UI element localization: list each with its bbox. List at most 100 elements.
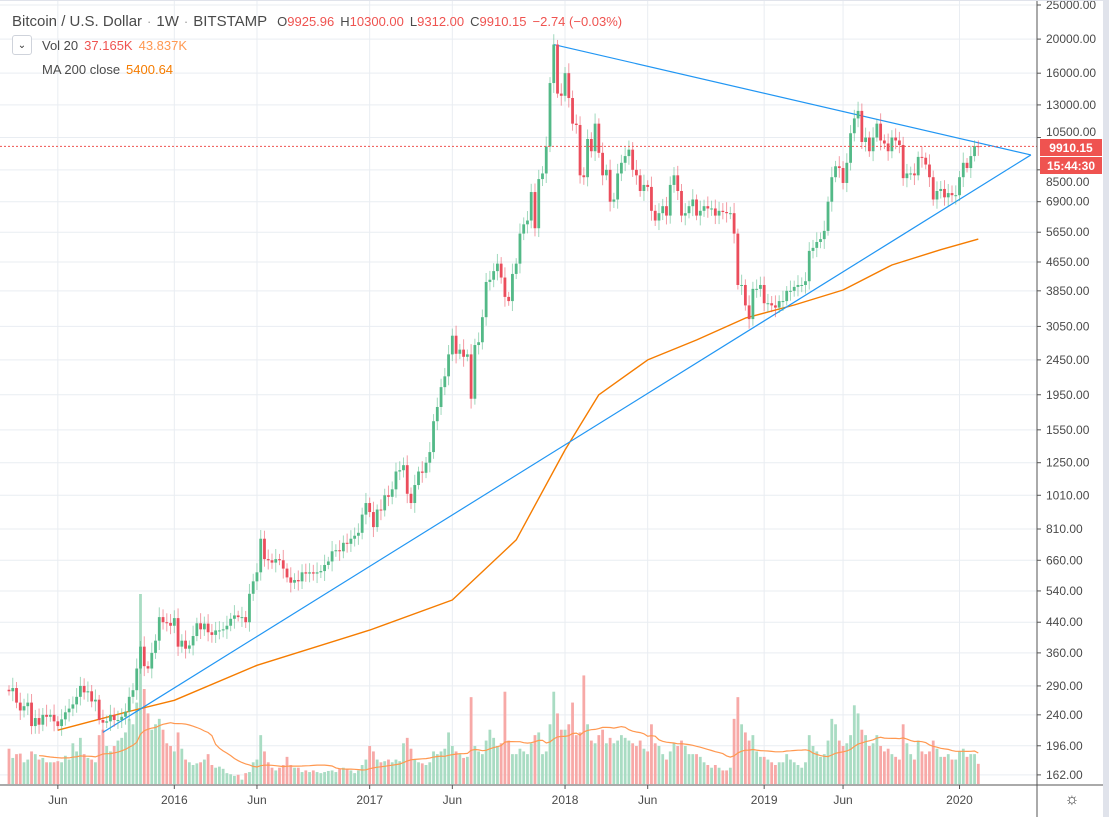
volume-bar: [450, 746, 454, 784]
volume-bar: [559, 729, 563, 784]
candle: [135, 668, 139, 691]
collapse-legend-button[interactable]: ⌄: [12, 35, 32, 55]
volume-bar: [882, 751, 886, 784]
volume-bar: [619, 735, 623, 784]
candle: [360, 514, 364, 533]
volume-bar: [837, 740, 841, 784]
volume-bar: [48, 762, 52, 784]
volume-bar: [180, 748, 184, 784]
volume-bar: [462, 757, 465, 784]
grid: [0, 0, 1037, 785]
x-tick-label: Jun: [443, 793, 462, 807]
candle: [556, 44, 559, 94]
volume-bar: [668, 751, 672, 784]
volume-bar: [270, 767, 274, 784]
candle: [687, 206, 691, 214]
volume-bar: [721, 770, 725, 784]
volume-bar: [687, 754, 691, 784]
volume-bar: [236, 774, 240, 784]
volume-bar: [935, 748, 939, 784]
volume-bar: [221, 768, 225, 784]
candle: [522, 224, 526, 234]
volume-bar: [214, 767, 218, 784]
volume-bar: [706, 765, 710, 784]
candle: [574, 123, 578, 125]
candle: [357, 532, 360, 536]
candle: [946, 193, 950, 198]
volume-bar: [432, 751, 435, 784]
volume-bar: [379, 762, 383, 784]
ma-value: 5400.64: [126, 61, 174, 77]
volume-bar: [52, 762, 56, 784]
volume-bar: [511, 754, 514, 784]
candle: [770, 303, 774, 306]
candle: [792, 286, 796, 291]
candle: [507, 296, 511, 302]
candle: [417, 471, 420, 486]
volume-bar: [319, 773, 323, 784]
volume-bar: [751, 735, 755, 784]
volume-bar: [191, 765, 195, 784]
candle: [849, 133, 852, 163]
volume-bar: [86, 757, 90, 784]
candle: [30, 702, 33, 727]
volume-bar: [259, 735, 263, 784]
trendline: [553, 43, 1032, 156]
scrollbar[interactable]: [1103, 0, 1109, 817]
candle: [894, 137, 898, 141]
open-label: O: [277, 13, 288, 29]
volume-bar: [345, 768, 349, 784]
volume-bar: [593, 743, 597, 784]
volume-bar: [698, 756, 702, 784]
volume-bar: [807, 735, 811, 784]
volume-bar: [965, 756, 969, 784]
volume-bar: [567, 724, 571, 784]
candle: [300, 572, 304, 582]
volume-bar: [710, 767, 713, 784]
volume-bar: [548, 724, 552, 784]
volume-bar: [443, 748, 447, 784]
volume-bar: [477, 751, 481, 784]
gear-icon[interactable]: ☼: [1064, 791, 1080, 808]
volume-bar: [157, 718, 161, 784]
volume-bar: [552, 691, 556, 784]
trendlines[interactable]: [102, 43, 1032, 733]
volume-bar: [766, 759, 770, 784]
candle: [604, 169, 608, 176]
candle: [420, 471, 424, 473]
candle: [913, 173, 916, 176]
candle: [345, 542, 349, 544]
y-tick-label: 20000.00: [1046, 32, 1096, 46]
candle: [131, 690, 135, 697]
candle: [394, 471, 398, 490]
candle: [97, 699, 101, 721]
candle: [612, 199, 616, 202]
volume-bar: [811, 746, 815, 784]
volume-bar: [867, 746, 871, 784]
candle: [18, 702, 22, 711]
volume-bar: [586, 724, 589, 784]
volume-bar: [349, 770, 353, 784]
candle: [330, 551, 334, 562]
candle: [916, 156, 920, 176]
candle: [529, 192, 533, 221]
candle: [296, 580, 300, 582]
volume-bar: [75, 751, 79, 784]
volume-bar: [507, 740, 511, 784]
candle: [496, 263, 499, 272]
volume-bar: [7, 748, 11, 784]
volume-bar: [97, 735, 101, 784]
volume-bar: [112, 746, 116, 784]
candle: [435, 406, 439, 422]
volume-bar: [78, 737, 82, 784]
volume-bar: [544, 751, 548, 784]
chevron-down-icon: ⌄: [17, 39, 27, 51]
candle: [458, 349, 462, 354]
candle: [503, 277, 507, 297]
volume-bar: [469, 697, 473, 784]
volume-bar: [616, 740, 620, 784]
candle: [732, 213, 736, 234]
volume-bar: [969, 754, 973, 784]
volume-bar: [589, 740, 593, 784]
